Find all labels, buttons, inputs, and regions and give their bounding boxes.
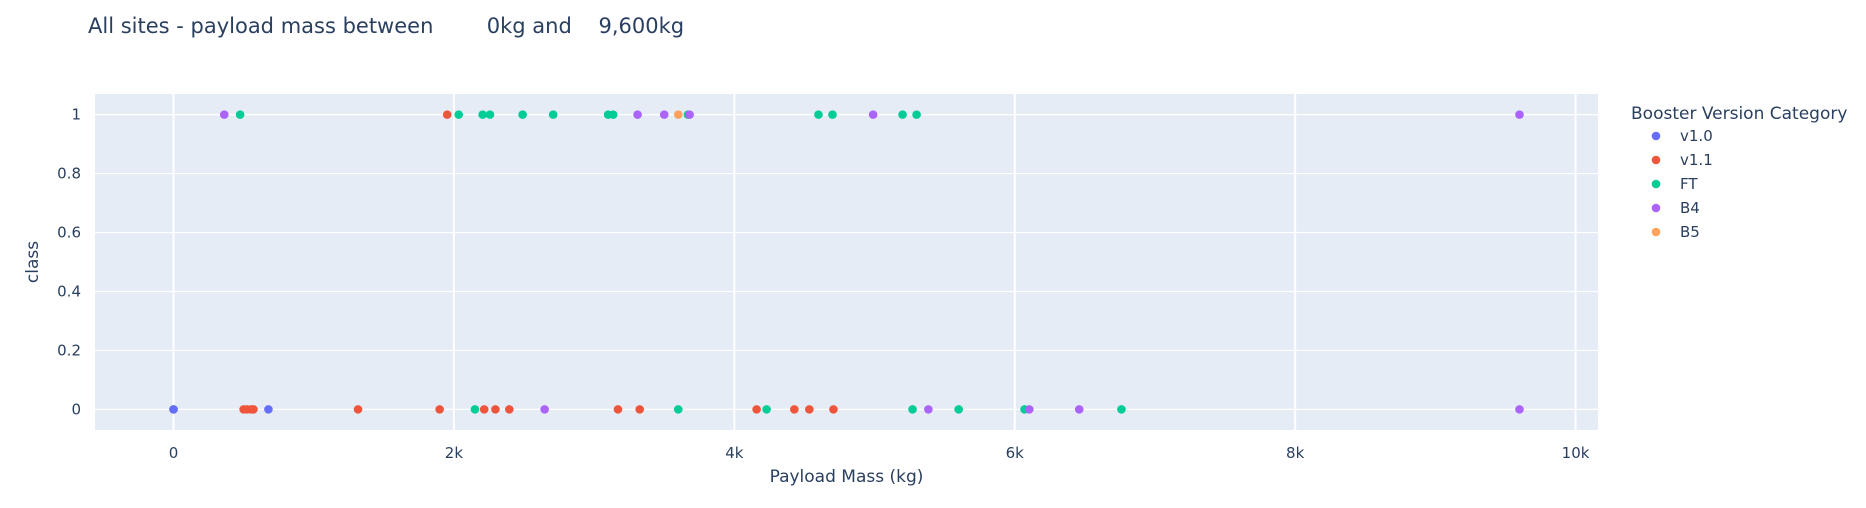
- data-point: [898, 110, 907, 119]
- grid-lines: [95, 94, 1598, 430]
- data-point: [954, 405, 963, 414]
- data-point: [1515, 405, 1524, 414]
- legend-marker: [1651, 203, 1661, 213]
- data-point: [814, 110, 823, 119]
- y-tick-label: 0.2: [57, 341, 81, 359]
- data-point: [1074, 405, 1084, 414]
- data-point: [249, 405, 258, 414]
- data-point: [264, 405, 273, 414]
- legend-title: Booster Version Category: [1631, 104, 1847, 124]
- data-point: [868, 110, 878, 119]
- legend-label: B5: [1680, 223, 1700, 241]
- data-point: [548, 110, 558, 119]
- data-point: [659, 110, 669, 119]
- data-point: [633, 110, 642, 119]
- data-point: [435, 405, 444, 414]
- data-point: [673, 405, 683, 414]
- y-tick-label: 1: [71, 106, 81, 124]
- legend-label: v1.0: [1680, 127, 1713, 145]
- chart-title: All sites - payload mass between 0kg and…: [88, 14, 684, 38]
- legend-label: B4: [1680, 199, 1700, 217]
- data-point: [454, 110, 463, 119]
- x-tick-label: 0: [169, 444, 179, 462]
- x-tick-label: 6k: [1006, 444, 1025, 462]
- data-point: [908, 405, 917, 414]
- y-tick-label: 0: [71, 400, 81, 418]
- legend-marker: [1651, 155, 1661, 165]
- y-tick-label: 0.4: [57, 282, 81, 300]
- data-point: [924, 405, 933, 414]
- x-tick-labels: 0 2k 4k 6k 8k 10k: [169, 444, 1590, 462]
- legend-marker: [1651, 227, 1661, 237]
- data-point: [540, 405, 549, 414]
- data-point: [1515, 110, 1524, 119]
- data-point: [635, 405, 644, 414]
- data-point: [485, 110, 495, 119]
- data-point: [442, 110, 452, 119]
- data-points: [169, 110, 1524, 414]
- legend-label: v1.1: [1680, 151, 1713, 169]
- data-point: [235, 110, 245, 119]
- x-tick-label: 2k: [445, 444, 464, 462]
- data-point: [478, 110, 487, 119]
- legend-marker: [1651, 131, 1661, 141]
- data-point: [518, 110, 527, 119]
- data-point: [828, 110, 837, 119]
- x-tick-label: 4k: [725, 444, 744, 462]
- data-point: [752, 405, 761, 414]
- y-tick-label: 0.6: [57, 224, 81, 242]
- data-point: [762, 405, 771, 414]
- x-tick-label: 8k: [1286, 444, 1305, 462]
- y-tick-label: 0.8: [57, 165, 81, 183]
- data-point: [829, 405, 838, 414]
- legend-label: FT: [1680, 175, 1698, 193]
- data-point: [491, 405, 500, 414]
- y-axis-title: class: [23, 241, 43, 283]
- data-point: [219, 110, 229, 119]
- data-point: [1117, 405, 1126, 414]
- data-point: [685, 110, 694, 119]
- data-point: [1025, 405, 1034, 414]
- data-point: [479, 405, 489, 414]
- data-point: [608, 110, 618, 119]
- x-tick-label: 10k: [1562, 444, 1590, 462]
- data-point: [353, 405, 363, 414]
- legend: Booster Version Category v1.0 v1.1 FT B4 B5: [1631, 104, 1847, 241]
- data-point: [505, 405, 514, 414]
- legend-marker: [1651, 179, 1661, 189]
- data-point: [805, 405, 814, 414]
- data-point: [790, 405, 799, 414]
- plot-area: [95, 94, 1598, 430]
- data-point: [470, 405, 480, 414]
- y-tick-labels: 0 0.2 0.4 0.6 0.8 1: [57, 106, 81, 419]
- data-point: [673, 110, 683, 119]
- data-point: [169, 405, 178, 414]
- data-point: [613, 405, 623, 414]
- x-axis-title: Payload Mass (kg): [770, 467, 924, 487]
- data-point: [912, 110, 921, 119]
